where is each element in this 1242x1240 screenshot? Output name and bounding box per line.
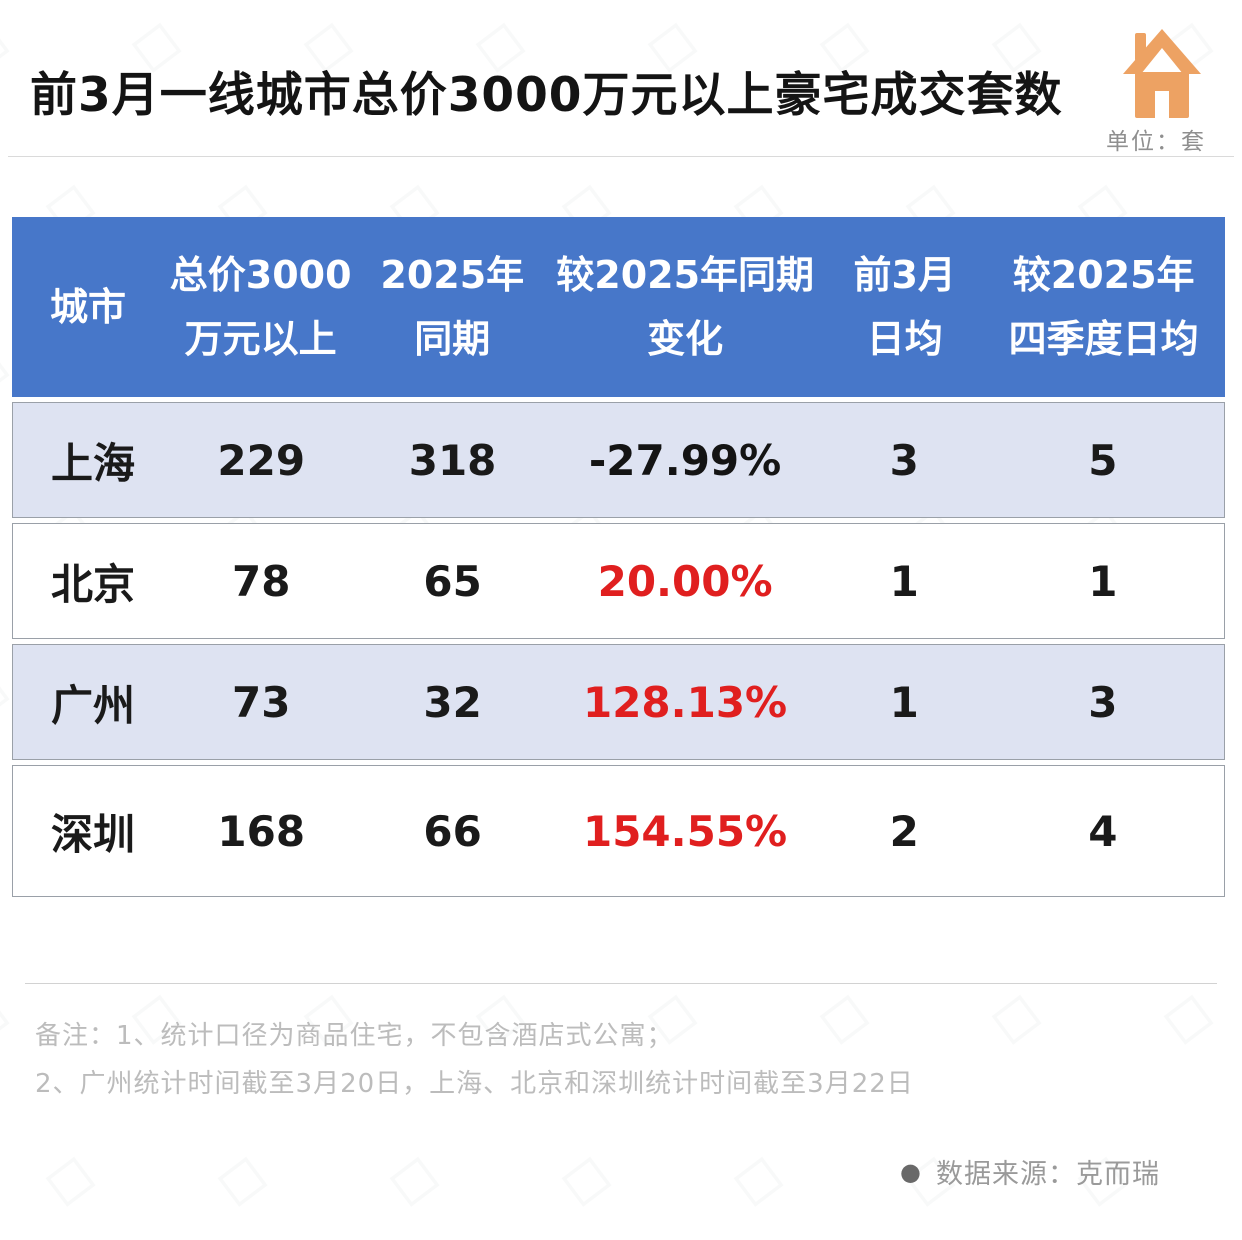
footnote-line-2: 2、广州统计时间截至3月20日，上海、北京和深圳统计时间截至3月22日 <box>35 1069 914 1099</box>
cell-vs-q4: 5 <box>1088 435 1118 485</box>
col-header-daily-avg: 前3月 日均 <box>853 253 956 361</box>
table-row-guangzhou: 广州 73 32 128.13% 1 3 <box>12 644 1225 760</box>
col-header-vs-q4-daily-avg: 较2025年 四季度日均 <box>1008 253 1199 361</box>
col-header-total-3000w: 总价3000 万元以上 <box>169 253 352 361</box>
house-icon <box>1122 28 1202 120</box>
cell-city: 上海 <box>51 438 136 488</box>
cell-total: 229 <box>217 435 306 485</box>
cell-vs-q4: 4 <box>1088 806 1118 856</box>
cell-change: -27.99% <box>588 435 782 485</box>
cell-same-period: 32 <box>423 677 482 727</box>
data-table: 城市 总价3000 万元以上 2025年 同期 较2025年同期 变化 前3月 … <box>12 217 1225 897</box>
cell-vs-q4: 3 <box>1088 677 1118 727</box>
unit-label: 单位：套 <box>1106 129 1206 155</box>
cell-city: 北京 <box>51 559 136 609</box>
cell-total: 78 <box>232 556 291 606</box>
title-divider <box>8 156 1234 157</box>
cell-city: 广州 <box>51 680 136 730</box>
cell-same-period: 65 <box>423 556 482 606</box>
data-source: ● 数据来源：克而瑞 <box>900 1152 1160 1191</box>
bullet-icon: ● <box>900 1157 922 1186</box>
cell-change: 154.55% <box>582 806 788 856</box>
cell-daily-avg: 3 <box>889 435 919 485</box>
cell-change: 128.13% <box>582 677 788 727</box>
table-row-beijing: 北京 78 65 20.00% 1 1 <box>12 523 1225 639</box>
table-header-row: 城市 总价3000 万元以上 2025年 同期 较2025年同期 变化 前3月 … <box>12 217 1225 397</box>
cell-city: 深圳 <box>51 809 136 859</box>
cell-daily-avg: 1 <box>889 677 919 727</box>
cell-change: 20.00% <box>597 556 773 606</box>
page-title: 前3月一线城市总价3000万元以上豪宅成交套数 <box>30 68 1063 123</box>
table-row-shenzhen: 深圳 168 66 154.55% 2 4 <box>12 765 1225 897</box>
footnote-line-1: 备注：1、统计口径为商品住宅，不包含酒店式公寓； <box>35 1021 674 1051</box>
data-source-label: 数据来源：克而瑞 <box>936 1159 1160 1190</box>
notes-divider <box>25 983 1217 984</box>
footnotes: 备注：1、统计口径为商品住宅，不包含酒店式公寓； 2、广州统计时间截至3月20日… <box>35 1022 914 1118</box>
cell-daily-avg: 2 <box>889 806 919 856</box>
col-header-change: 较2025年同期 变化 <box>556 253 815 361</box>
col-header-city: 城市 <box>50 285 127 329</box>
cell-total: 168 <box>217 806 306 856</box>
table-row-shanghai: 上海 229 318 -27.99% 3 5 <box>12 402 1225 518</box>
cell-daily-avg: 1 <box>889 556 919 606</box>
cell-vs-q4: 1 <box>1088 556 1118 606</box>
col-header-2025-same-period: 2025年 同期 <box>380 253 525 361</box>
cell-total: 73 <box>232 677 291 727</box>
cell-same-period: 66 <box>423 806 482 856</box>
cell-same-period: 318 <box>408 435 497 485</box>
